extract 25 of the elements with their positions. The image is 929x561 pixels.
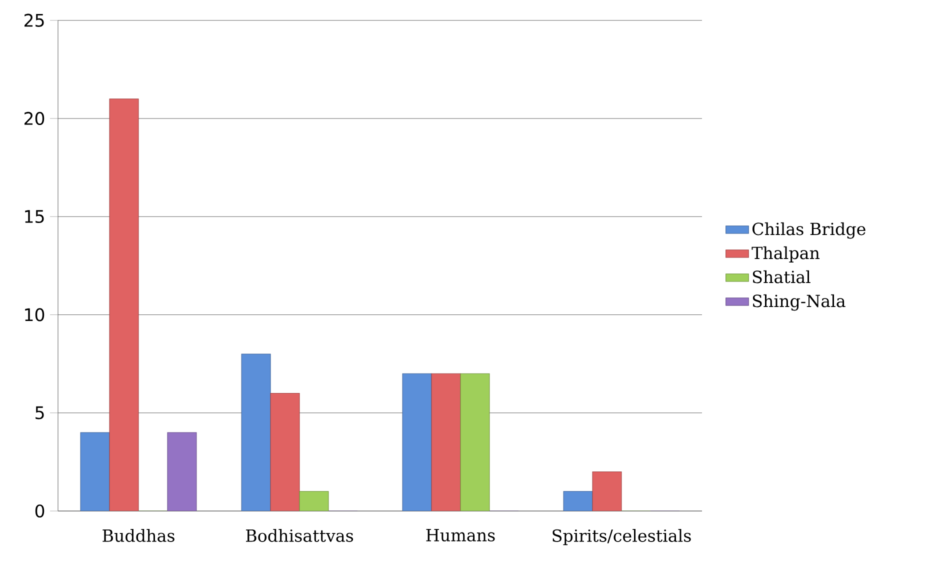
y-tick-label: 0 xyxy=(35,504,44,518)
y-tick-label: 5 xyxy=(36,406,44,420)
bar xyxy=(241,354,271,511)
y-tick-label: 25 xyxy=(24,14,44,27)
y-tick-label: 10 xyxy=(25,308,44,322)
x-tick-label: Spirits/celestials xyxy=(552,529,691,546)
bar xyxy=(167,432,197,511)
x-tick-label: Buddhas xyxy=(102,529,174,542)
bar xyxy=(592,471,622,511)
x-tick-label: Humans xyxy=(426,529,495,542)
bar xyxy=(460,373,490,511)
legend-label: Chilas Bridge xyxy=(752,222,866,239)
y-tick-label: 20 xyxy=(24,112,44,126)
legend-label: Shing-Nala xyxy=(752,294,846,311)
x-tick-label: Bodhisattvas xyxy=(246,529,354,542)
bar xyxy=(80,432,110,511)
y-tick-label: 15 xyxy=(25,210,44,224)
bar xyxy=(402,373,432,511)
legend-label: Thalpan xyxy=(752,246,820,262)
bar xyxy=(563,491,593,511)
bar xyxy=(109,98,139,511)
bar xyxy=(270,392,300,511)
bar xyxy=(299,491,329,511)
legend-label: Shatial xyxy=(752,270,810,284)
bar xyxy=(431,373,461,511)
